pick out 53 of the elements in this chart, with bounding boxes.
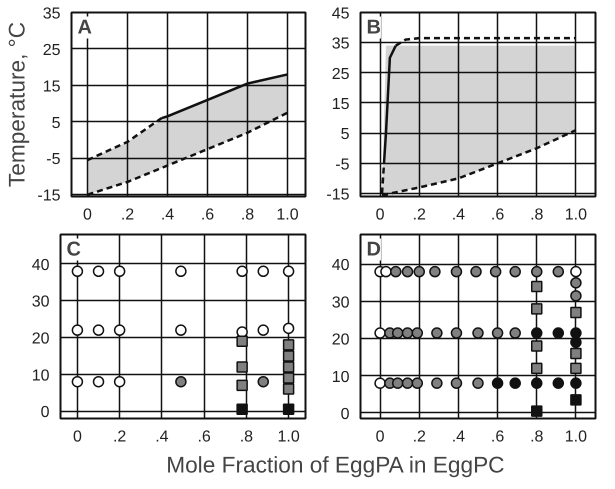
x-tick-label: .4 — [452, 206, 466, 224]
x-tick-label: .8 — [240, 428, 254, 446]
x-tick-label: 1.0 — [276, 206, 299, 224]
x-tick-label: 0 — [83, 206, 92, 224]
y-tick-label: 20 — [32, 330, 50, 348]
x-tick-label: .2 — [412, 428, 426, 446]
x-tick-label: .4 — [160, 206, 174, 224]
y-tick-label: 10 — [332, 368, 350, 386]
y-tick-label: -15 — [326, 186, 350, 204]
y-tick-label: 15 — [42, 78, 61, 96]
y-tick-label: 30 — [32, 294, 50, 311]
y-axis-title: Temperature, °C — [3, 22, 30, 188]
y-tick-label: -5 — [335, 156, 350, 174]
y-tick-label: 25 — [332, 66, 350, 83]
x-tick-label: .6 — [197, 428, 211, 446]
y-tick-label: 30 — [332, 294, 350, 312]
x-tick-label: .6 — [490, 428, 504, 446]
y-tick-label: 0 — [40, 404, 50, 422]
x-tick-label: .2 — [120, 206, 134, 224]
x-tick-label: 1.0 — [277, 428, 300, 446]
x-tick-label: .8 — [530, 206, 544, 224]
x-tick-label: 1.0 — [564, 206, 588, 224]
y-tick-label: 40 — [332, 257, 350, 274]
x-tick-label: 1.0 — [564, 428, 588, 446]
y-tick-label: 25 — [42, 42, 61, 59]
y-tick-label: -5 — [46, 151, 61, 168]
x-tick-label: .2 — [412, 206, 426, 224]
x-axis-title: Mole Fraction of EggPA in EggPC — [166, 452, 505, 478]
y-tick-label: 45 — [332, 6, 350, 22]
y-tick-label: 0 — [340, 406, 350, 423]
y-tick-label: 40 — [32, 256, 50, 274]
x-tick-label: 0 — [376, 206, 385, 224]
x-tick-label: .8 — [530, 428, 544, 446]
x-tick-label: 0 — [72, 428, 82, 446]
y-tick-label: 35 — [332, 36, 350, 53]
annotation: A — [78, 16, 92, 38]
x-tick-label: .4 — [155, 428, 169, 446]
y-tick-label: 20 — [332, 332, 350, 349]
x-tick-label: .4 — [452, 428, 466, 446]
x-tick-label: 0 — [376, 428, 385, 446]
x-tick-label: .2 — [112, 428, 126, 446]
y-tick-label: 15 — [332, 96, 350, 113]
y-tick-label: 5 — [340, 126, 350, 144]
x-tick-label: .8 — [240, 206, 254, 224]
y-tick-label: -15 — [37, 188, 61, 205]
y-tick-label: 5 — [52, 114, 61, 132]
y-tick-label: 35 — [42, 6, 61, 22]
y-tick-label: 10 — [32, 367, 50, 384]
annotation: D — [366, 238, 381, 260]
annotation: C — [66, 238, 81, 260]
x-tick-label: .6 — [490, 206, 504, 224]
annotation: B — [366, 16, 381, 38]
x-tick-label: .6 — [200, 206, 214, 224]
